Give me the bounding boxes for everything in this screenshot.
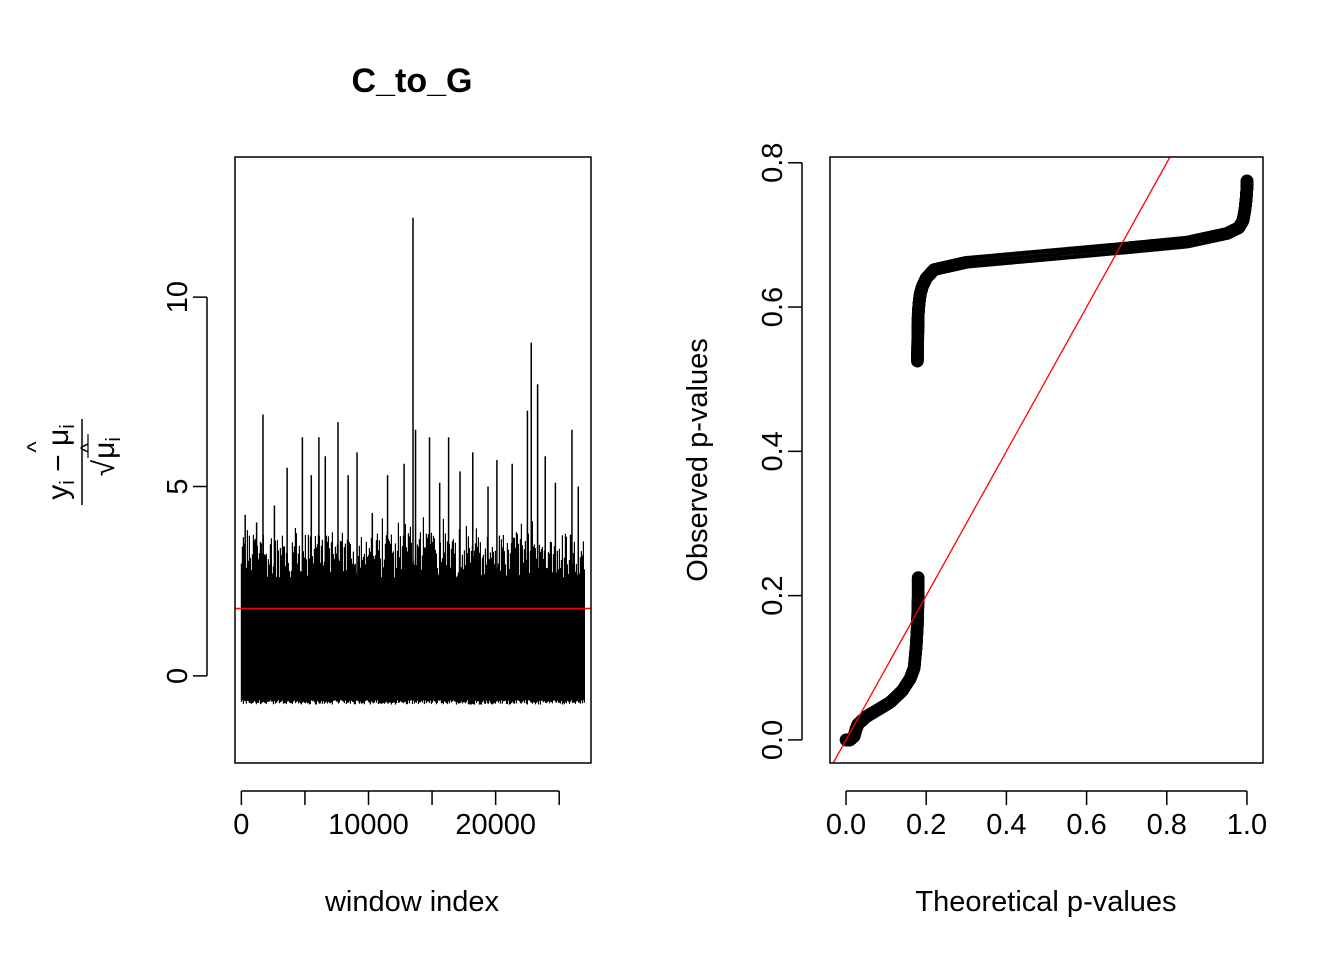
- x-axis-qq: 0.0 0.2 0.4 0.6 0.8 1.0: [826, 790, 1267, 841]
- plot-frame-qq: [829, 156, 1264, 764]
- y-tick-label-qq: 0.6: [757, 287, 789, 327]
- qq-panel: 0.0 0.2 0.4 0.6 0.8 1.0 0.0 0.2 0.4 0.6 0.8 Theor…: [682, 143, 1267, 918]
- residual-plot-area: [235, 217, 591, 705]
- plot-frame: [234, 156, 592, 764]
- x-tick-label-qq: 0.4: [986, 809, 1026, 841]
- svg-text:μi: μi: [88, 437, 125, 459]
- x-tick-label-qq: 0.2: [906, 809, 946, 841]
- x-tick-label-qq: 0.6: [1066, 809, 1106, 841]
- qq-point: [1240, 174, 1254, 188]
- y-tick-label-qq: 0.0: [757, 720, 789, 760]
- y-tick-label: 5: [162, 478, 194, 494]
- x-tick-label-qq: 0.8: [1147, 809, 1187, 841]
- x-tick-label: 0: [233, 809, 249, 841]
- svg-text:yi − μi: yi − μi: [42, 424, 79, 499]
- chart-title: C_to_G: [352, 62, 473, 100]
- qq-point: [911, 571, 925, 584]
- y-tick-label-qq: 0.2: [757, 575, 789, 615]
- y-tick-label-qq: 0.4: [757, 431, 789, 471]
- identity-reference-line: [832, 156, 1171, 764]
- svg-text:^: ^: [23, 441, 50, 453]
- y-axis-qq: 0.0 0.2 0.4 0.6 0.8: [757, 143, 803, 760]
- x-tick-label: 10000: [328, 809, 409, 841]
- y-tick-label: 0: [162, 668, 194, 684]
- x-axis-title: window index: [324, 886, 500, 918]
- y-axis-title-qq: Observed p-values: [682, 338, 714, 581]
- residual-panel: C_to_G 0 10000 20000 0 5 10 window index yi …: [23, 62, 592, 918]
- y-axis-title: yi − μi ^ √ μi ^: [23, 419, 125, 505]
- qq-plot-area: [832, 156, 1254, 764]
- svg-text:^: ^: [76, 442, 101, 453]
- svg-text:√: √: [88, 459, 121, 476]
- x-tick-label-qq: 0.0: [826, 809, 866, 841]
- y-tick-label-qq: 0.8: [757, 143, 789, 183]
- y-axis: 0 5 10: [162, 281, 208, 684]
- x-axis: 0 10000 20000: [233, 790, 560, 841]
- x-tick-label-qq: 1.0: [1227, 809, 1267, 841]
- x-tick-label: 20000: [455, 809, 536, 841]
- x-axis-title-qq: Theoretical p-values: [915, 886, 1176, 918]
- y-tick-label: 10: [162, 281, 194, 313]
